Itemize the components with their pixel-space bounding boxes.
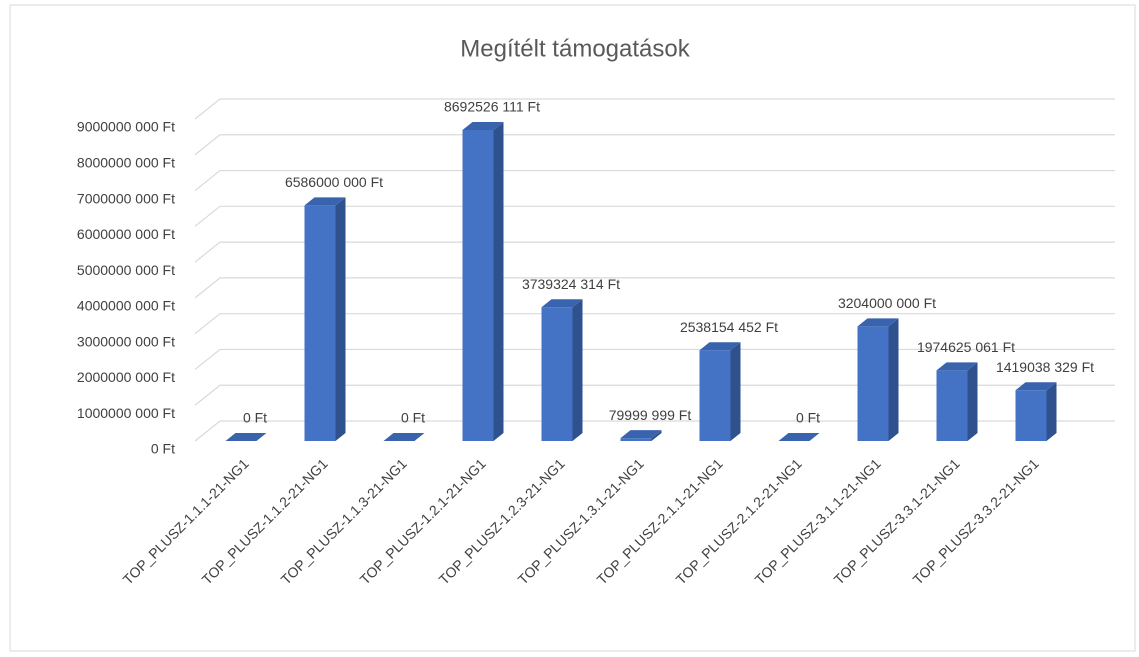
bar-top <box>1015 382 1057 391</box>
data-label: 6586000 000 Ft <box>285 174 383 190</box>
data-label: 3739324 314 Ft <box>522 276 620 292</box>
chart-title: Megítélt támogatások <box>460 35 690 62</box>
data-label: 0 Ft <box>401 410 425 426</box>
data-label: 8692526 111 Ft <box>444 99 540 115</box>
grid-line <box>194 169 1115 192</box>
bar-side <box>967 362 978 441</box>
bar <box>699 350 731 441</box>
grid-line <box>194 384 1115 406</box>
y-tick-label: 4000000 000 Ft <box>77 298 175 314</box>
bar <box>304 205 336 441</box>
bar <box>857 326 889 441</box>
bar <box>1015 390 1047 441</box>
data-label: 1419038 329 Ft <box>996 359 1094 375</box>
bar <box>541 307 573 441</box>
grid-line <box>194 313 1115 335</box>
grid-line <box>194 420 1115 442</box>
bar <box>462 130 494 441</box>
data-label: 0 Ft <box>796 410 820 426</box>
bar-side <box>335 197 346 441</box>
bar-top <box>304 197 346 206</box>
bar-side <box>651 430 662 441</box>
bar-side <box>572 299 583 441</box>
y-tick-label: 9000000 000 Ft <box>77 119 175 135</box>
bar-top <box>699 342 741 351</box>
y-tick-label: 7000000 000 Ft <box>77 190 175 206</box>
grid-line <box>194 98 1115 120</box>
data-label: 0 Ft <box>243 410 267 426</box>
bar-top <box>225 433 267 441</box>
bar-top <box>778 433 820 441</box>
bar-top <box>541 299 583 308</box>
data-label: 1974625 061 Ft <box>917 339 1015 355</box>
bar-side <box>1046 382 1057 441</box>
data-label: 79999 999 Ft <box>609 407 692 423</box>
bar-top <box>936 362 978 371</box>
bar-side <box>730 342 741 441</box>
y-tick-label: 8000000 000 Ft <box>77 154 175 170</box>
grid-line <box>194 241 1115 263</box>
grid-line <box>194 134 1115 156</box>
y-tick-label: 5000000 000 Ft <box>77 262 175 278</box>
bar-top <box>462 122 504 131</box>
y-tick-label: 6000000 000 Ft <box>77 226 175 242</box>
bar-side <box>888 318 899 441</box>
data-label: 3204000 000 Ft <box>838 295 936 311</box>
y-tick-label: 2000000 000 Ft <box>77 369 175 385</box>
bar <box>936 370 968 441</box>
bar <box>620 438 652 441</box>
grid-line <box>194 205 1115 227</box>
bar-top <box>383 433 425 441</box>
bar-side <box>493 122 504 441</box>
y-tick-label: 0 Ft <box>151 441 175 457</box>
grid-line <box>194 348 1115 370</box>
bar-top <box>620 430 662 439</box>
grid-line <box>194 277 1115 299</box>
y-tick-label: 1000000 000 Ft <box>77 405 175 421</box>
bar-top <box>857 318 899 327</box>
data-label: 2538154 452 Ft <box>680 319 778 335</box>
y-tick-label: 3000000 000 Ft <box>77 333 175 349</box>
